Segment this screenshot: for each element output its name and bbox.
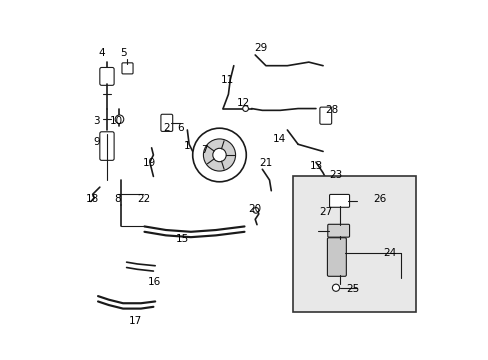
Circle shape — [253, 207, 258, 213]
Text: 5: 5 — [120, 48, 127, 58]
FancyBboxPatch shape — [122, 63, 133, 74]
Text: 20: 20 — [247, 203, 261, 213]
Text: 2: 2 — [163, 123, 170, 133]
Circle shape — [192, 128, 246, 182]
Text: 1: 1 — [183, 141, 189, 151]
Text: 24: 24 — [383, 248, 396, 258]
Text: 26: 26 — [373, 194, 386, 203]
Text: 21: 21 — [259, 158, 272, 168]
Text: 7: 7 — [201, 145, 207, 155]
Text: 11: 11 — [221, 75, 234, 85]
Text: 17: 17 — [129, 316, 142, 326]
Text: 4: 4 — [98, 48, 105, 58]
Text: 13: 13 — [309, 161, 322, 171]
FancyBboxPatch shape — [161, 114, 172, 131]
Text: 23: 23 — [328, 170, 342, 180]
Circle shape — [212, 148, 226, 162]
Text: 27: 27 — [319, 207, 332, 217]
Text: 19: 19 — [142, 158, 156, 168]
Circle shape — [203, 139, 235, 171]
Text: 29: 29 — [253, 43, 266, 53]
Text: 22: 22 — [137, 194, 150, 203]
Text: 15: 15 — [176, 234, 189, 244]
Text: 28: 28 — [325, 105, 338, 115]
FancyBboxPatch shape — [319, 107, 331, 124]
Text: 12: 12 — [236, 98, 249, 108]
FancyBboxPatch shape — [327, 224, 349, 237]
Text: 14: 14 — [272, 134, 285, 144]
FancyBboxPatch shape — [327, 238, 346, 276]
FancyBboxPatch shape — [329, 194, 349, 207]
Circle shape — [242, 106, 248, 111]
Text: 10: 10 — [110, 116, 123, 126]
Circle shape — [332, 284, 339, 291]
Text: 18: 18 — [85, 194, 99, 203]
FancyBboxPatch shape — [100, 67, 114, 85]
Bar — [292, 176, 415, 312]
FancyBboxPatch shape — [100, 132, 114, 160]
Text: 16: 16 — [147, 277, 161, 287]
Text: 25: 25 — [346, 284, 359, 294]
Text: 3: 3 — [94, 116, 100, 126]
Circle shape — [115, 115, 123, 123]
Text: 9: 9 — [94, 137, 100, 147]
Text: 8: 8 — [114, 194, 121, 203]
Text: 6: 6 — [177, 123, 183, 133]
